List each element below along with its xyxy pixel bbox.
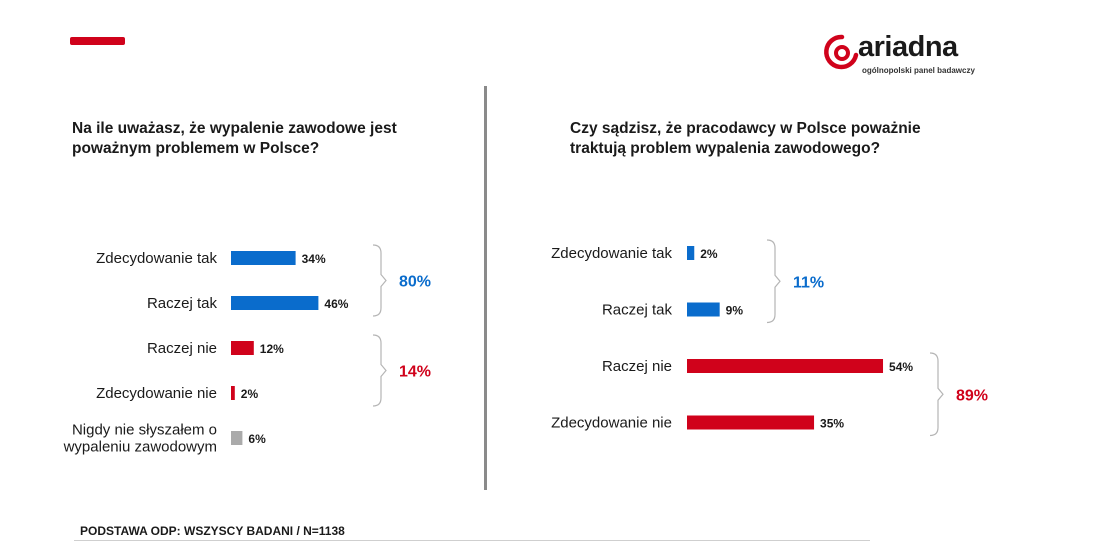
left-question-line-1: Na ile uważasz, że wypalenie zawodowe je… xyxy=(72,120,397,137)
category-label: Raczej nie xyxy=(147,340,217,357)
bar xyxy=(231,251,296,265)
logo-word: ariadna xyxy=(858,31,958,63)
value-label: 9% xyxy=(726,304,744,318)
right-question-title: Czy sądzisz, że pracodawcy w Polsce powa… xyxy=(570,119,990,159)
category-label: Zdecydowanie tak xyxy=(96,250,217,267)
ariadna-logo: ariadna ogólnopolski panel badawczy xyxy=(822,31,982,78)
bar xyxy=(687,415,815,430)
panel-divider xyxy=(484,86,487,490)
left-question-title: Na ile uważasz, że wypalenie zawodowe je… xyxy=(72,119,472,159)
group-bracket xyxy=(372,334,387,407)
category-label: Raczej tak xyxy=(147,295,218,312)
bar xyxy=(231,431,243,445)
bar xyxy=(231,296,319,310)
group-total-label: 89% xyxy=(956,387,988,404)
bar xyxy=(231,386,235,400)
footer-base-note: PODSTAWA ODP: WSZYSCY BADANI / N=1138 xyxy=(80,524,345,538)
logo-spiral-icon xyxy=(824,34,859,70)
bar xyxy=(687,302,720,317)
value-label: 35% xyxy=(820,417,844,431)
category-label: Raczej tak xyxy=(602,302,673,319)
group-total-label: 11% xyxy=(793,274,824,291)
value-label: 6% xyxy=(248,432,266,446)
category-label: Zdecydowanie nie xyxy=(551,415,672,432)
category-label: Zdecydowanie tak xyxy=(551,245,672,262)
bar xyxy=(687,246,695,260)
category-label: Raczej nie xyxy=(602,358,672,375)
group-total-label: 14% xyxy=(399,364,431,381)
right-question-line-2: traktują problem wypalenia zawodowego? xyxy=(570,140,881,157)
category-label: wypaleniu zawodowym xyxy=(63,439,217,456)
bar xyxy=(687,359,884,373)
logo-tagline: ogólnopolski panel badawczy xyxy=(862,66,975,75)
category-label: Nigdy nie słyszałem o xyxy=(72,422,217,439)
value-label: 12% xyxy=(260,342,284,356)
value-label: 2% xyxy=(700,247,718,261)
accent-bar xyxy=(70,37,125,45)
group-total-label: 80% xyxy=(399,274,431,291)
category-label: Zdecydowanie nie xyxy=(96,385,217,402)
value-label: 46% xyxy=(324,297,348,311)
group-bracket xyxy=(372,244,387,317)
right-question-line-1: Czy sądzisz, że pracodawcy w Polsce powa… xyxy=(570,120,921,137)
footer-line xyxy=(74,540,870,541)
group-bracket xyxy=(929,352,944,437)
value-label: 2% xyxy=(241,387,259,401)
left-bar-chart: Zdecydowanie tak 34% Raczej tak 46% Raczej n… xyxy=(63,244,431,456)
group-bracket xyxy=(766,239,781,324)
right-bar-chart: Zdecydowanie tak 2% Raczej tak 9% Raczej nie… xyxy=(551,239,988,437)
value-label: 54% xyxy=(889,360,913,374)
value-label: 34% xyxy=(302,252,326,266)
bar xyxy=(231,341,254,355)
left-question-line-2: poważnym problemem w Polsce? xyxy=(72,140,320,157)
